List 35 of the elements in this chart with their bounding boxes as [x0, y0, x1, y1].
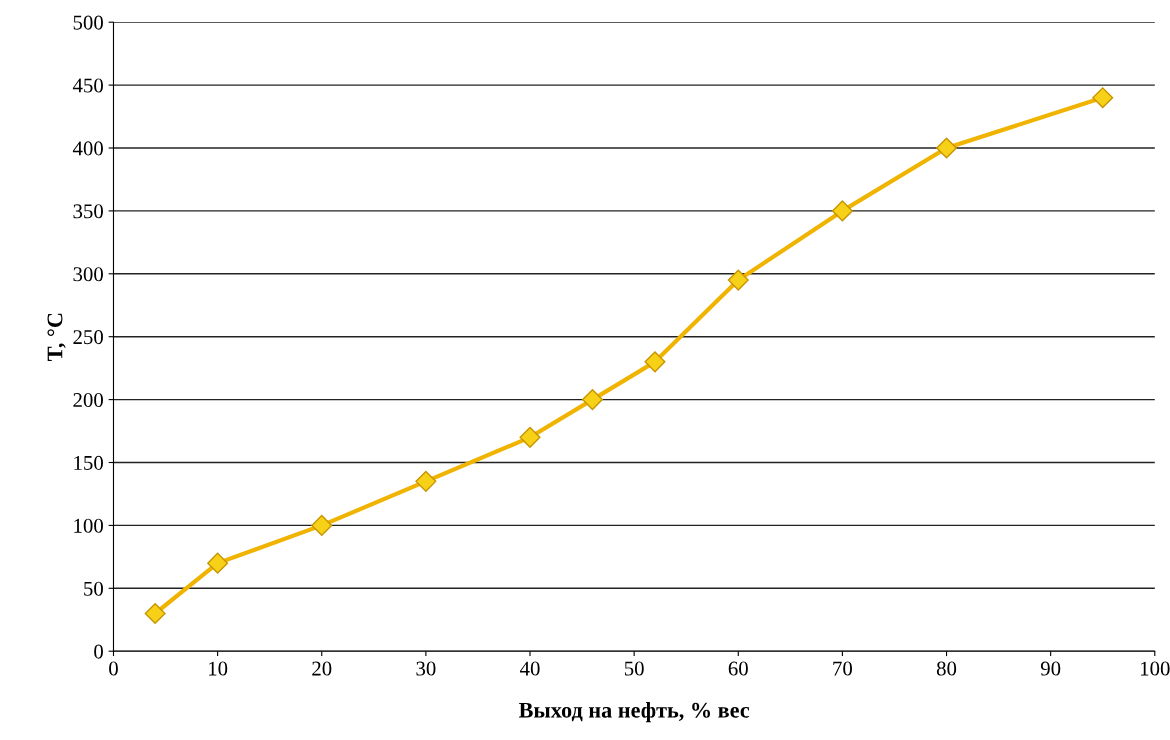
- y-tick-label: 500: [73, 15, 103, 30]
- x-tick-label: 70: [833, 661, 853, 676]
- point: [144, 602, 166, 624]
- point: [936, 137, 958, 159]
- point: [727, 269, 749, 291]
- x-tick-label: 90: [1040, 661, 1061, 676]
- x-tick-label: 80: [936, 661, 957, 676]
- y-tick-label: 100: [74, 518, 103, 533]
- y-tick-label: 350: [73, 204, 103, 219]
- x-tick-label: 20: [312, 661, 332, 676]
- y-tick-label: 400: [72, 141, 103, 156]
- x-tick-label: 40: [520, 661, 540, 676]
- x-tick-label: 30: [416, 661, 436, 676]
- x-axis-title: Выход на нефть, % вес: [518, 702, 750, 723]
- x-tick-label: 50: [624, 661, 644, 676]
- x-tick-label: 100: [1141, 661, 1170, 676]
- point: [311, 514, 333, 536]
- y-tick-label: 300: [73, 267, 103, 282]
- point: [1092, 87, 1114, 109]
- y-axis-title: T, °C: [47, 313, 66, 361]
- y-tick-label: 0: [94, 644, 103, 659]
- y-tick-label: 50: [84, 581, 103, 596]
- x-tick-label: 10: [209, 661, 228, 676]
- x-tick-label: 0: [109, 661, 118, 676]
- point: [581, 389, 604, 411]
- y-tick-label: 450: [72, 78, 103, 93]
- point: [207, 552, 229, 574]
- y-tick-label: 150: [74, 455, 103, 470]
- point: [519, 426, 541, 448]
- y-tick-label: 200: [73, 392, 103, 408]
- point: [831, 200, 853, 222]
- point: [644, 351, 666, 373]
- x-tick-label: 60: [728, 661, 748, 676]
- point: [415, 470, 437, 492]
- y-tick-label: 250: [73, 330, 103, 345]
